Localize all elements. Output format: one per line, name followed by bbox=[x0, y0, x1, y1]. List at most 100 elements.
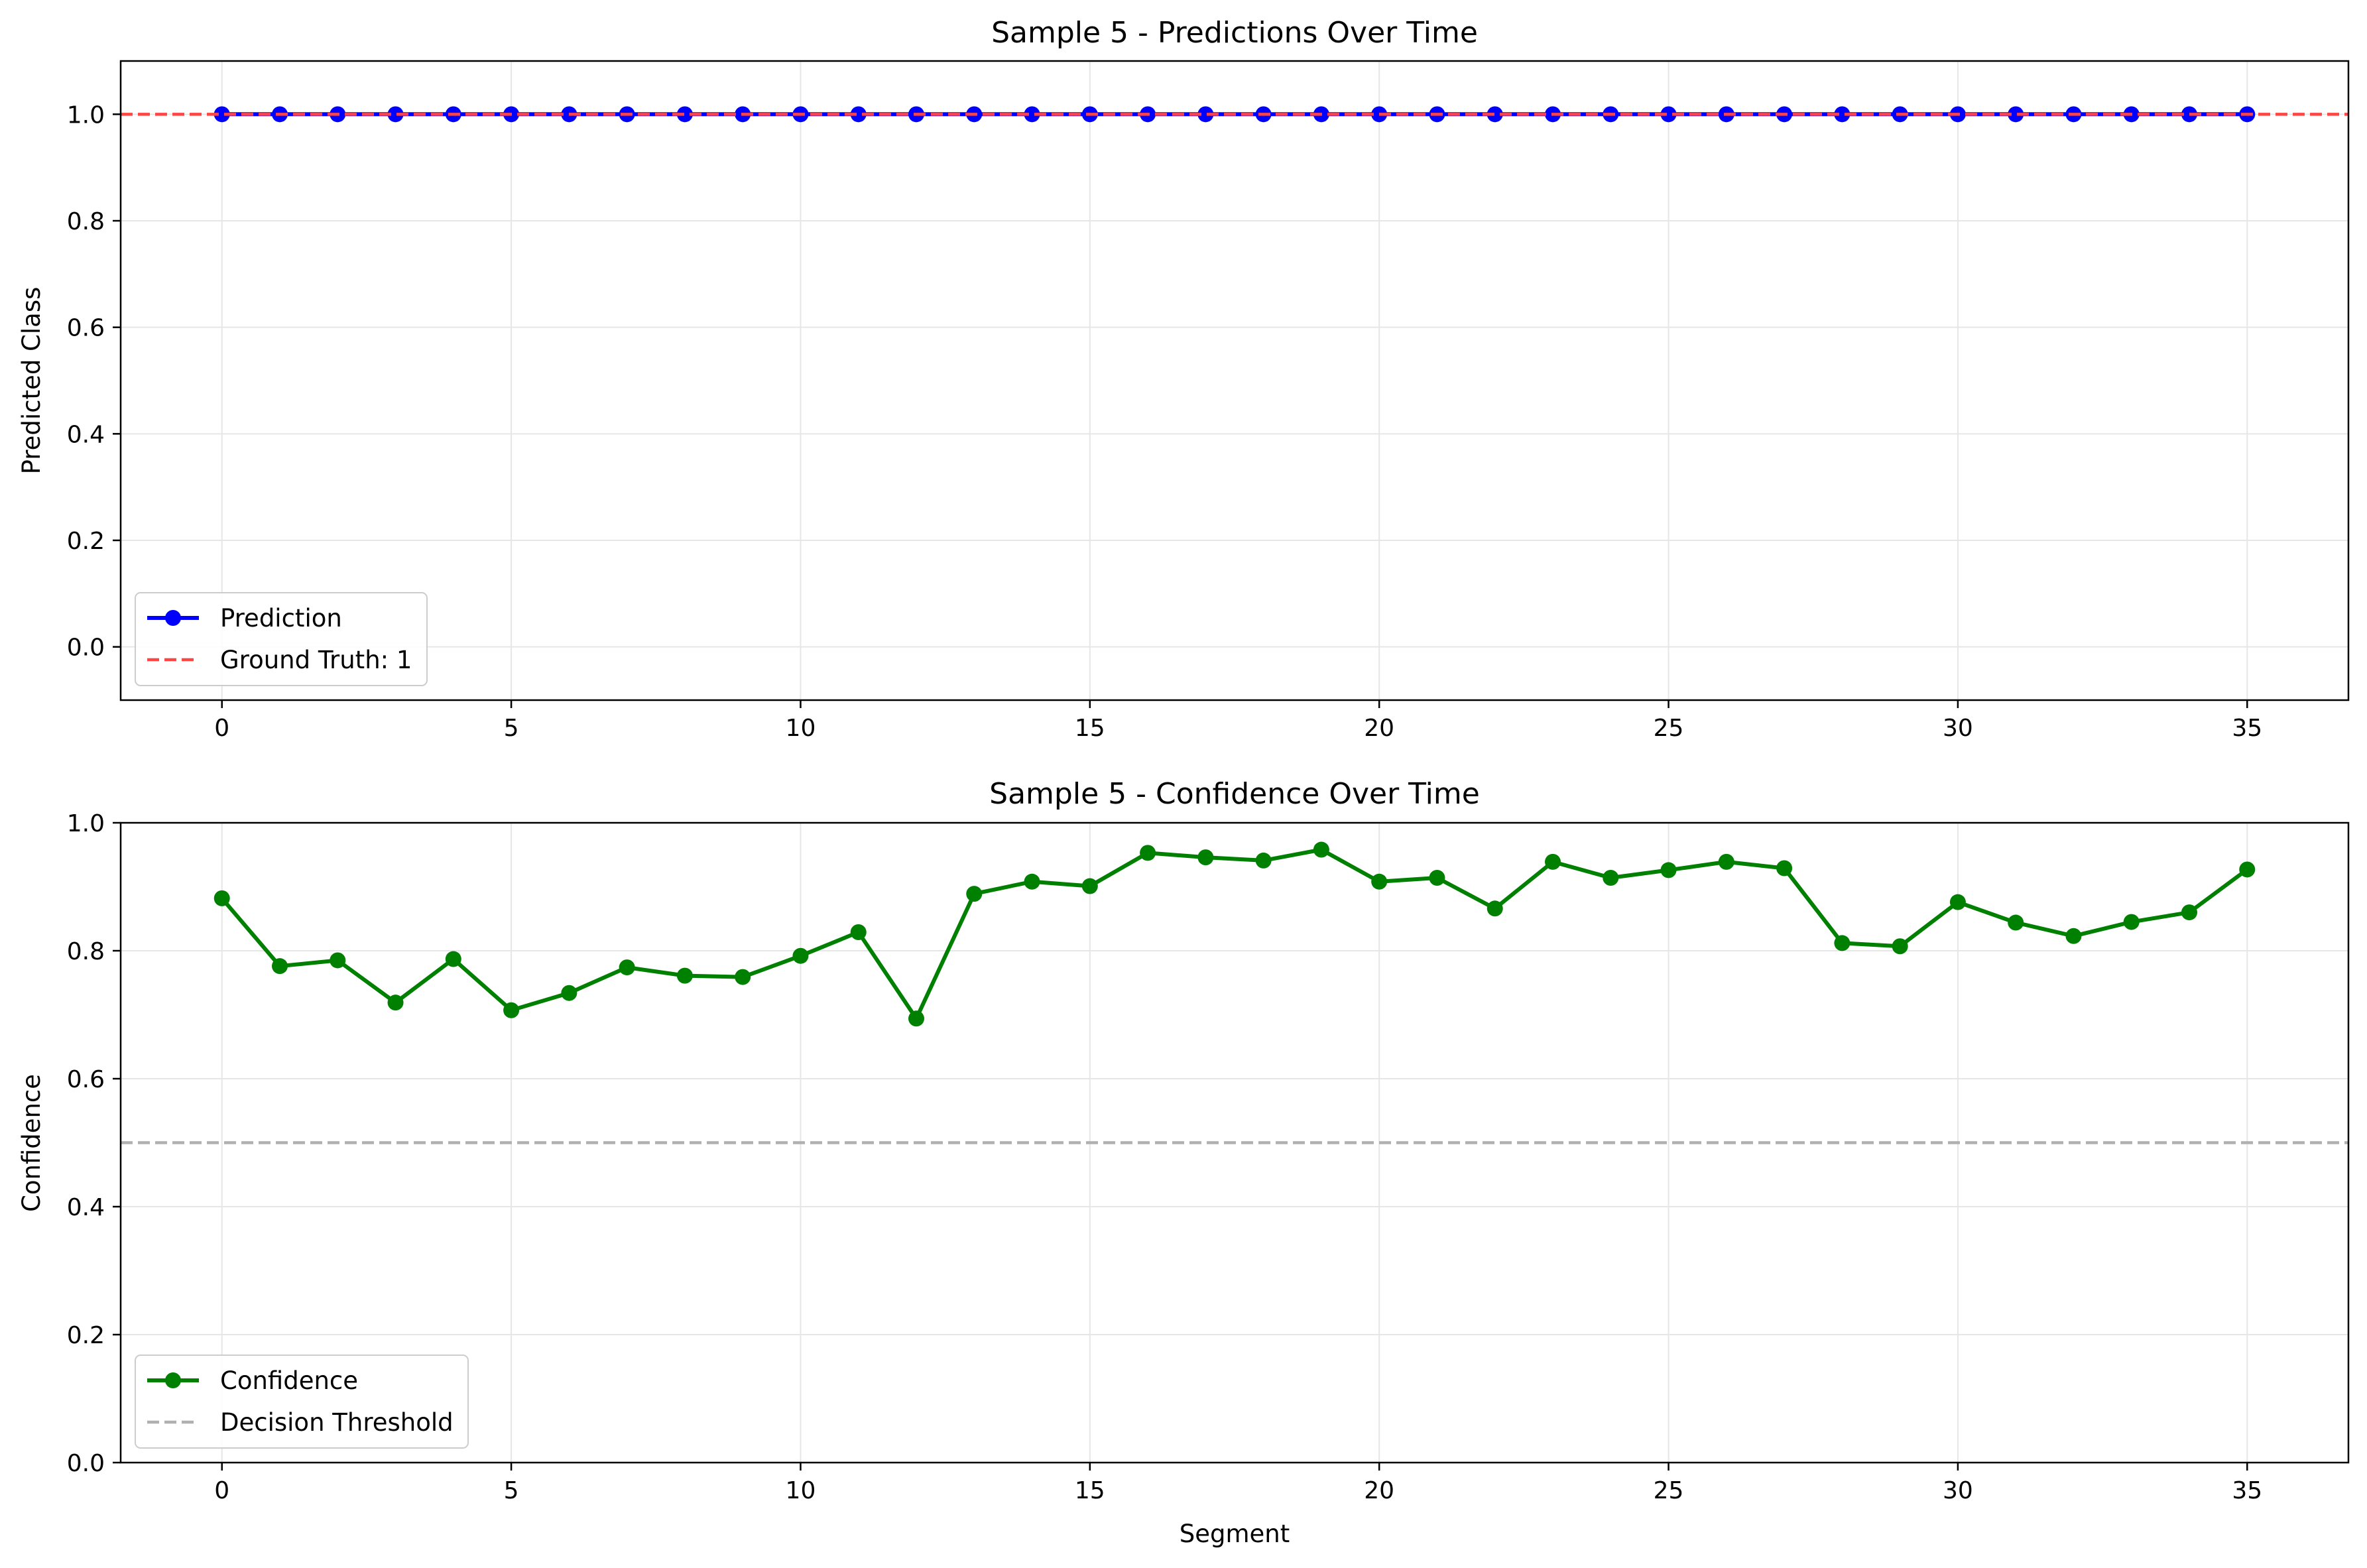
predictions-legend-label: Prediction bbox=[220, 604, 342, 633]
confidence-series bbox=[213, 841, 2256, 1027]
predictions-data-point bbox=[213, 106, 230, 123]
confidence-y-tick-label: 0.8 bbox=[67, 938, 105, 965]
confidence-data-point bbox=[1313, 841, 1329, 858]
confidence-legend: Confidence Decision Threshold bbox=[135, 1355, 469, 1449]
predictions-legend: Prediction Ground Truth: 1 bbox=[135, 592, 428, 686]
confidence-data-point bbox=[561, 985, 577, 1001]
confidence-data-point bbox=[1429, 869, 1445, 886]
predictions-data-point bbox=[1487, 106, 1503, 123]
predictions-plot-area bbox=[119, 60, 2350, 701]
confidence-data-point bbox=[2239, 861, 2256, 878]
predictions-x-tick-label: 5 bbox=[504, 715, 519, 742]
predictions-x-tick-label: 15 bbox=[1075, 715, 1105, 742]
confidence-y-ticks: 0.0 0.2 0.4 0.6 0.8 1.0 bbox=[67, 810, 121, 1477]
confidence-data-point bbox=[619, 959, 635, 976]
predictions-y-tick-label: 0.8 bbox=[67, 208, 105, 235]
confidence-x-tick-label: 25 bbox=[1654, 1477, 1684, 1504]
confidence-legend-marker bbox=[165, 1372, 181, 1388]
predictions-y-tick-label: 0.2 bbox=[67, 528, 105, 555]
predictions-data-point bbox=[676, 106, 693, 123]
predictions-data-point bbox=[1197, 106, 1214, 123]
confidence-data-point bbox=[1081, 878, 1098, 894]
predictions-x-tick-label: 35 bbox=[2232, 715, 2262, 742]
confidence-data-point bbox=[966, 886, 983, 902]
confidence-y-tick-label: 0.0 bbox=[67, 1450, 105, 1477]
confidence-data-point bbox=[2008, 914, 2024, 931]
confidence-series-line bbox=[220, 847, 2249, 1021]
confidence-data-point bbox=[1140, 845, 1156, 861]
confidence-x-tick-label: 30 bbox=[1943, 1477, 1973, 1504]
confidence-data-point bbox=[850, 924, 867, 941]
confidence-data-point bbox=[1024, 873, 1040, 890]
predictions-y-axis-label: Predicted Class bbox=[17, 287, 46, 475]
confidence-data-point bbox=[1776, 860, 1793, 876]
confidence-data-point bbox=[2065, 928, 2082, 944]
confidence-data-point bbox=[676, 967, 693, 984]
predictions-legend-marker bbox=[165, 610, 181, 626]
confidence-x-ticks: 0 5 10 15 20 25 30 35 bbox=[214, 1463, 2262, 1504]
predictions-x-tick-label: 30 bbox=[1943, 715, 1973, 742]
predictions-data-point bbox=[387, 106, 404, 123]
predictions-y-tick-label: 1.0 bbox=[67, 101, 105, 129]
confidence-x-tick-label: 15 bbox=[1075, 1477, 1105, 1504]
predictions-data-point bbox=[850, 106, 867, 123]
predictions-legend-label: Ground Truth: 1 bbox=[220, 646, 412, 674]
confidence-data-point bbox=[213, 890, 230, 906]
predictions-x-tick-label: 0 bbox=[214, 715, 229, 742]
confidence-data-point bbox=[908, 1010, 924, 1027]
confidence-data-point bbox=[1660, 862, 1677, 878]
predictions-x-tick-label: 25 bbox=[1654, 715, 1684, 742]
predictions-legend-box bbox=[135, 592, 428, 686]
predictions-y-tick-label: 0.0 bbox=[67, 634, 105, 662]
predictions-x-tick-label: 10 bbox=[786, 715, 816, 742]
predictions-x-ticks: 0 5 10 15 20 25 30 35 bbox=[214, 700, 2262, 742]
confidence-x-tick-label: 35 bbox=[2232, 1477, 2262, 1504]
confidence-data-point bbox=[1255, 852, 1272, 869]
predictions-data-point bbox=[1834, 106, 1851, 123]
confidence-data-point bbox=[1487, 900, 1503, 917]
confidence-y-tick-label: 0.2 bbox=[67, 1322, 105, 1349]
predictions-panel: Sample 5 - Predictions Over Time Predict… bbox=[17, 16, 2350, 742]
confidence-x-tick-label: 10 bbox=[786, 1477, 816, 1504]
predictions-y-tick-label: 0.6 bbox=[67, 315, 105, 342]
confidence-y-tick-label: 1.0 bbox=[67, 810, 105, 837]
confidence-data-point bbox=[272, 958, 288, 975]
predictions-data-point bbox=[1660, 106, 1677, 123]
predictions-title: Sample 5 - Predictions Over Time bbox=[991, 16, 1478, 50]
predictions-data-point bbox=[2008, 106, 2024, 123]
confidence-legend-box bbox=[135, 1355, 469, 1449]
confidence-data-point bbox=[1197, 849, 1214, 866]
confidence-x-axis-label: Segment bbox=[1180, 1520, 1290, 1548]
confidence-data-point bbox=[330, 952, 346, 969]
predictions-y-ticks: 0.0 0.2 0.4 0.6 0.8 1.0 bbox=[67, 101, 121, 662]
confidence-data-point bbox=[1949, 894, 1966, 910]
confidence-data-point bbox=[1834, 935, 1851, 951]
confidence-data-point bbox=[2181, 904, 2197, 921]
confidence-data-point bbox=[2123, 914, 2140, 930]
predictions-data-point bbox=[1024, 106, 1040, 123]
confidence-data-point bbox=[1718, 853, 1734, 870]
confidence-data-point bbox=[735, 969, 751, 985]
predictions-x-tick-label: 20 bbox=[1364, 715, 1394, 742]
confidence-panel: Sample 5 - Confidence Over Time Confiden… bbox=[17, 777, 2350, 1548]
confidence-x-tick-label: 0 bbox=[214, 1477, 229, 1504]
confidence-x-tick-label: 5 bbox=[504, 1477, 519, 1504]
confidence-data-point bbox=[1545, 853, 1561, 870]
confidence-y-tick-label: 0.6 bbox=[67, 1066, 105, 1093]
confidence-data-point bbox=[1603, 869, 1619, 886]
confidence-y-axis-label: Confidence bbox=[17, 1074, 46, 1212]
confidence-legend-label: Decision Threshold bbox=[220, 1408, 454, 1437]
confidence-title: Sample 5 - Confidence Over Time bbox=[989, 777, 1480, 811]
confidence-legend-label: Confidence bbox=[220, 1366, 358, 1395]
confidence-data-point bbox=[503, 1002, 520, 1018]
confidence-data-point bbox=[1371, 873, 1388, 890]
confidence-data-point bbox=[445, 951, 461, 967]
confidence-y-tick-label: 0.4 bbox=[67, 1194, 105, 1221]
confidence-data-point bbox=[387, 995, 404, 1011]
confidence-data-point bbox=[792, 947, 809, 964]
confidence-plot-area bbox=[119, 821, 2350, 1464]
predictions-y-tick-label: 0.4 bbox=[67, 421, 105, 448]
confidence-x-tick-label: 20 bbox=[1364, 1477, 1394, 1504]
